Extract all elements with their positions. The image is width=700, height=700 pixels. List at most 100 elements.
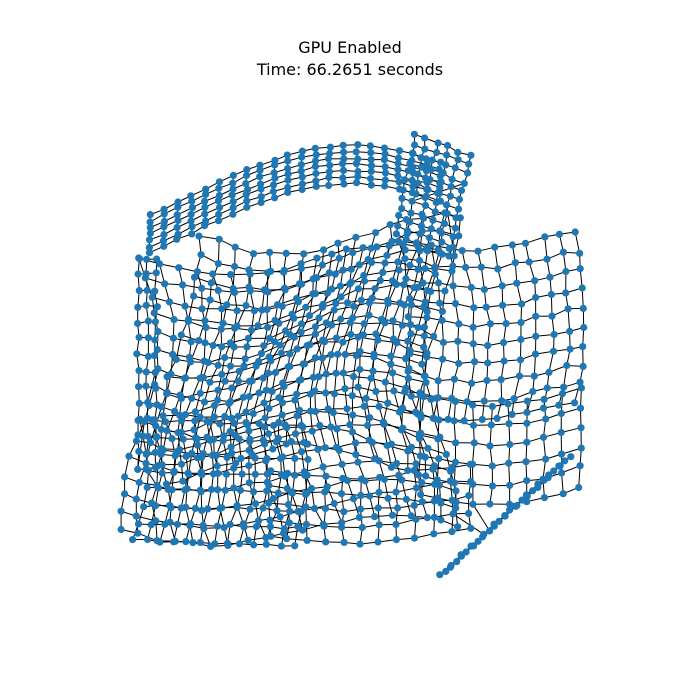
graph-node: [354, 333, 362, 341]
graph-node: [416, 391, 424, 399]
graph-node: [181, 411, 189, 419]
graph-node: [420, 343, 428, 351]
graph-node: [400, 281, 408, 289]
graph-node: [449, 282, 457, 290]
graph-node: [495, 517, 503, 525]
graph-node: [339, 166, 348, 174]
graph-node: [468, 379, 476, 387]
graph-node: [469, 421, 478, 429]
graph-node: [298, 147, 306, 155]
graph-node: [480, 285, 488, 294]
graph-node: [266, 248, 274, 256]
graph-node: [278, 399, 287, 407]
graph-node: [204, 505, 212, 513]
graph-node: [563, 361, 571, 370]
graph-node: [325, 269, 333, 277]
graph-node: [151, 336, 159, 344]
graph-node: [252, 362, 260, 370]
graph-node: [486, 320, 494, 328]
graph-node: [349, 373, 358, 381]
graph-nodes: [117, 130, 588, 579]
graph-edge: [232, 266, 236, 289]
graph-node: [214, 260, 222, 268]
graph-node: [465, 509, 473, 517]
graph-node: [291, 454, 299, 462]
graph-node: [416, 452, 424, 460]
graph-node: [184, 315, 193, 323]
graph-node: [218, 305, 226, 313]
graph-node: [299, 526, 307, 534]
graph-node: [446, 477, 454, 485]
graph-node: [376, 473, 384, 481]
graph-node: [228, 191, 236, 199]
graph-node: [484, 359, 492, 367]
graph-node: [490, 522, 498, 530]
graph-node: [152, 269, 160, 277]
graph-node: [267, 467, 275, 475]
graph-node: [566, 327, 574, 335]
graph-edge: [211, 282, 234, 289]
graph-node: [145, 249, 154, 257]
graph-node: [338, 160, 347, 168]
graph-node: [406, 350, 414, 358]
graph-node: [465, 492, 473, 500]
graph-node: [269, 495, 277, 503]
graph-node: [340, 180, 348, 188]
graph-node: [434, 139, 442, 147]
graph-node: [322, 472, 330, 480]
graph-node: [245, 393, 253, 401]
graph-node: [319, 300, 327, 308]
graph-node: [452, 504, 460, 512]
graph-node: [142, 368, 150, 376]
graph-node: [360, 320, 368, 328]
graph-node: [160, 231, 168, 239]
graph-node: [469, 401, 477, 409]
graph-node: [474, 247, 482, 255]
graph-node: [398, 205, 406, 213]
graph-node: [121, 490, 129, 498]
graph-node: [151, 463, 160, 471]
graph-node: [451, 164, 459, 172]
graph-node: [189, 539, 197, 547]
graph-node: [469, 500, 477, 508]
graph-node: [177, 460, 186, 468]
graph-edge: [175, 334, 182, 360]
graph-node: [420, 332, 428, 340]
graph-node: [134, 520, 143, 528]
graph-node: [196, 538, 204, 547]
graph-node: [354, 285, 362, 293]
graph-node: [417, 163, 425, 171]
graph-node: [184, 469, 192, 477]
graph-node: [259, 374, 267, 382]
graph-node: [223, 301, 231, 309]
graph-node: [172, 355, 180, 364]
graph-node: [284, 469, 292, 477]
graph-node: [257, 193, 265, 201]
graph-node: [260, 399, 268, 407]
graph-node: [470, 439, 478, 447]
graph-node: [398, 194, 406, 202]
graph-node: [194, 441, 202, 449]
graph-node: [237, 454, 245, 462]
graph-node: [576, 462, 584, 470]
graph-node: [196, 486, 204, 494]
graph-node: [132, 437, 140, 445]
graph-node: [181, 302, 189, 310]
graph-node: [331, 270, 339, 278]
graph-node: [229, 198, 237, 206]
graph-node: [367, 156, 375, 164]
graph-node: [311, 354, 319, 362]
graph-node: [425, 234, 434, 242]
graph-node: [337, 293, 345, 301]
graph-node: [152, 384, 160, 392]
graph-node: [132, 512, 140, 520]
graph-node: [367, 162, 376, 170]
graph-node: [219, 437, 227, 445]
graph-node: [209, 270, 217, 278]
graph-node: [579, 304, 587, 312]
graph-node: [251, 500, 260, 508]
graph-node: [404, 466, 412, 475]
graph-node: [232, 459, 240, 467]
graph-node: [577, 384, 586, 392]
graph-node: [372, 330, 380, 338]
